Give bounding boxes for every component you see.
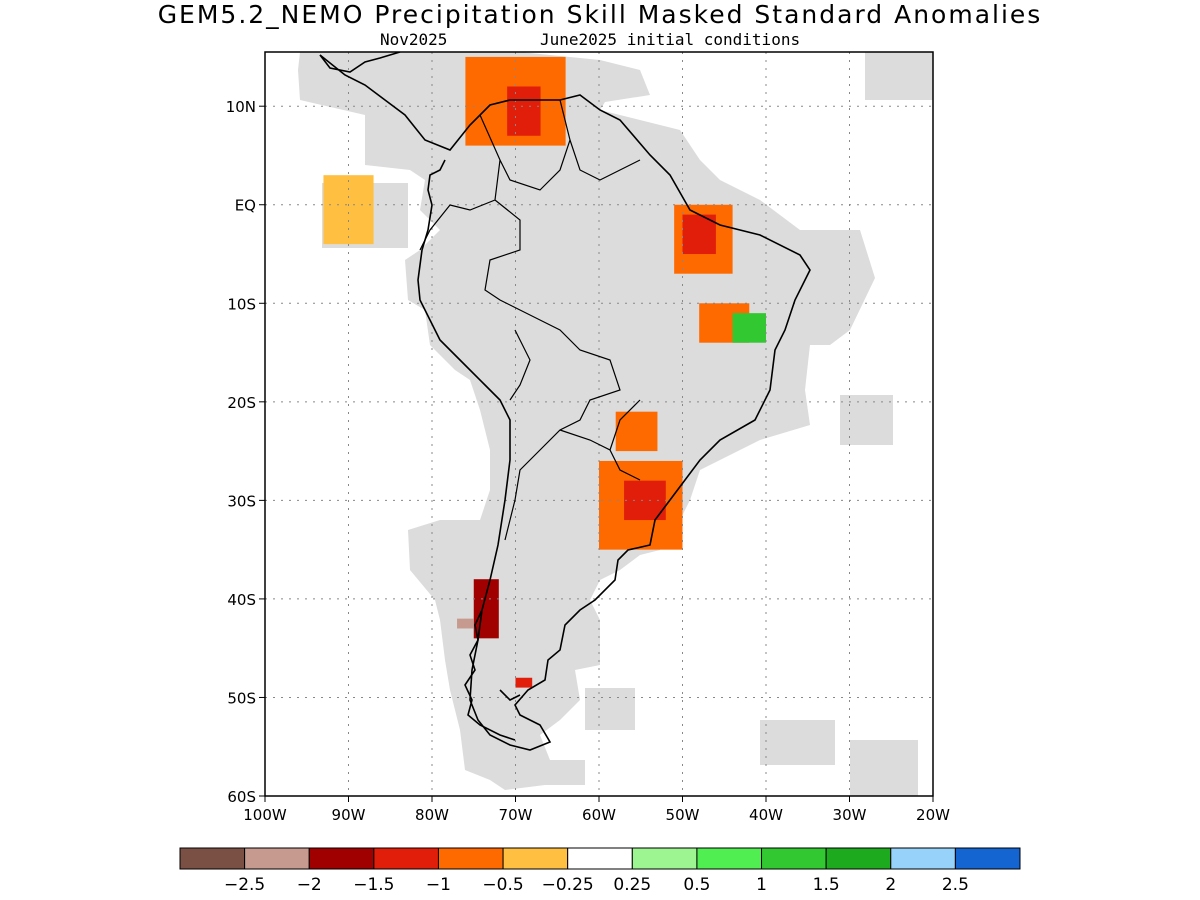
lon-tick-label: 20W: [916, 806, 950, 824]
forecast-month: Nov2025: [380, 30, 448, 49]
lon-tick-label: 60W: [582, 806, 616, 824]
colorbar-label: −1: [426, 875, 451, 895]
colorbar-label: 1: [756, 875, 767, 895]
anomaly-layer: [323, 56, 766, 688]
colorbar-swatch: [373, 847, 439, 870]
colorbar-swatch: [567, 847, 633, 870]
lon-tick-label: 40W: [749, 806, 783, 824]
lon-tick-label: 80W: [415, 806, 449, 824]
country-borders: [419, 99, 641, 541]
central-america-coastline: [319, 52, 401, 73]
lat-tick-label: 60S: [227, 788, 256, 806]
colorbar-swatch: [502, 847, 569, 870]
skill-mask-north-atlantic: [865, 52, 933, 100]
lat-tick-label: 10S: [227, 295, 256, 313]
coastlines: [319, 52, 811, 751]
initial-conditions-label: June2025 initial conditions: [540, 30, 801, 49]
chile-archipelago: [464, 609, 521, 741]
colorbar-swatch: [631, 847, 698, 870]
colorbar-swatch: [696, 847, 763, 870]
colorbar-label: 0.5: [683, 875, 710, 895]
anomaly-southern-chile: [473, 579, 499, 639]
colorbar-label: −0.25: [542, 875, 594, 895]
lon-tick-label: 70W: [499, 806, 533, 824]
lat-tick-label: 10N: [226, 98, 256, 116]
skill-mask-falklands: [585, 688, 635, 730]
colorbar-swatch: [761, 847, 827, 870]
skill-mask-continent: [298, 52, 875, 790]
colorbar-label: 1.5: [813, 875, 840, 895]
anomaly-patagonia-east: [515, 677, 533, 688]
colorbar-label: −0.5: [482, 875, 523, 895]
skill-mask-south-georgia: [850, 740, 918, 796]
colorbar-label: −2: [297, 875, 322, 895]
chart-title: GEM5.2_NEMO Precipitation Skill Masked S…: [157, 0, 1043, 29]
colorbar-label: −1.5: [353, 875, 394, 895]
lat-tick-label: 30S: [227, 492, 256, 510]
colorbar-swatch: [244, 847, 310, 870]
colorbar-label: −2.5: [224, 875, 265, 895]
anomaly-paraguay-brazil: [615, 411, 658, 452]
south-america-coastline: [319, 54, 811, 751]
colorbar-label: 2.5: [942, 875, 969, 895]
lon-tick-label: 90W: [332, 806, 366, 824]
skill-mask-south-atlantic-mid: [840, 395, 893, 445]
lon-tick-label: 50W: [666, 806, 700, 824]
lon-tick-label: 100W: [243, 806, 287, 824]
colorbar-swatch: [308, 847, 375, 870]
lat-tick-label: 20S: [227, 394, 256, 412]
anomaly-venezuela-core: [507, 86, 541, 136]
colorbar-swatch: [954, 847, 1021, 870]
skill-mask-layer: [298, 52, 933, 796]
colorbar-swatch: [890, 847, 956, 870]
colorbar-swatch: [437, 847, 504, 870]
lat-tick-label: EQ: [235, 197, 256, 215]
colorbar: −2.5 −2 −1.5 −1 −0.5 −0.25 0.25 0.5 1 1.5 2 2.5: [179, 847, 1021, 895]
lat-tick-label: 40S: [227, 591, 256, 609]
colorbar-label: 2: [885, 875, 896, 895]
anomaly-bahia-green: [732, 313, 766, 343]
anomaly-pacific-galapagos: [323, 175, 374, 245]
skill-mask-falklands-east: [760, 720, 835, 765]
colorbar-swatch: [179, 847, 246, 870]
colorbar-swatch: [825, 847, 892, 870]
map-area: [265, 52, 933, 796]
lat-tick-label: 50S: [227, 689, 256, 707]
colorbar-label: 0.25: [613, 875, 651, 895]
anomaly-chiloe-west: [457, 618, 474, 629]
anomaly-ne-brazil-core: [682, 214, 716, 255]
lon-tick-label: 30W: [833, 806, 867, 824]
